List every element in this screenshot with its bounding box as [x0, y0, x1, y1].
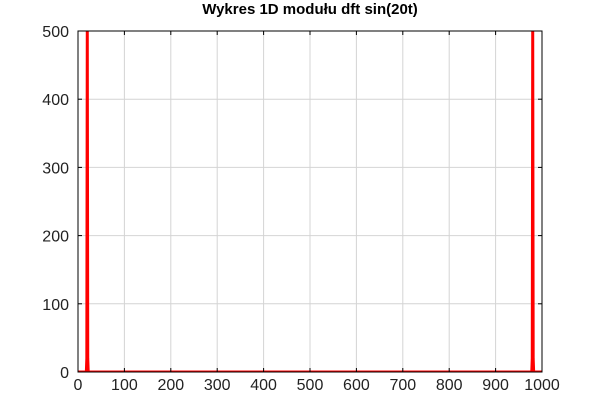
y-tick-label: 0	[60, 365, 69, 382]
y-tick-label: 200	[42, 229, 69, 246]
x-tick-label: 900	[482, 377, 509, 394]
x-tick-label: 1000	[524, 377, 560, 394]
x-tick-label: 700	[389, 377, 416, 394]
x-tick-label: 200	[157, 377, 184, 394]
y-tick-label: 500	[42, 24, 69, 41]
grid-layer	[77, 30, 543, 373]
label-layer: 0 100 200 300 400 500 600 700 800 900 1000 0 100 200 3…	[42, 24, 560, 394]
x-tick-label: 100	[111, 377, 138, 394]
x-tick-label: 0	[74, 377, 83, 394]
x-tick-label: 500	[297, 377, 324, 394]
x-tick-label: 800	[436, 377, 463, 394]
x-tick-label: 300	[204, 377, 231, 394]
y-tick-label: 400	[42, 92, 69, 109]
tick-layer	[77, 30, 543, 373]
series-line-0	[78, 31, 542, 372]
x-tick-label: 400	[250, 377, 277, 394]
y-tick-label: 300	[42, 160, 69, 177]
chart-title: Wykres 1D modułu dft sin(20t)	[202, 1, 418, 18]
series-layer	[78, 31, 542, 372]
x-tick-label: 600	[343, 377, 370, 394]
y-tick-label: 100	[42, 297, 69, 314]
